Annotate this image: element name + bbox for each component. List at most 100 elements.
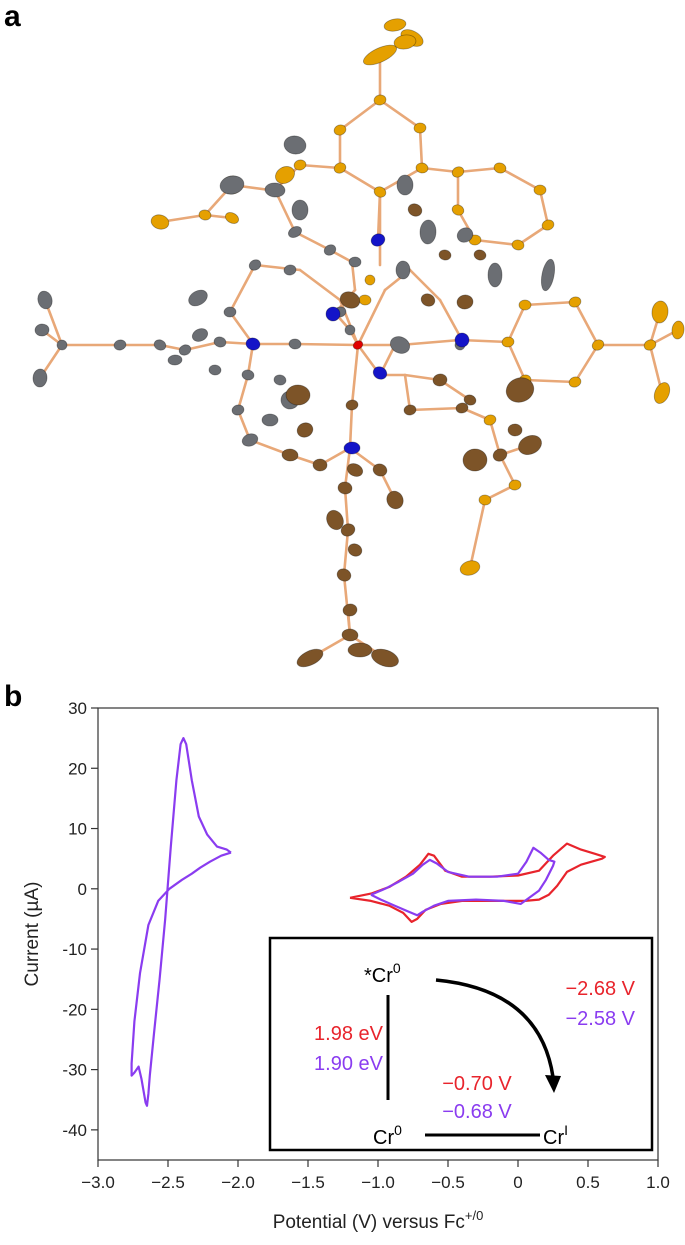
carbon-atom-grey [264, 182, 286, 198]
carbon-atom-grey [396, 174, 414, 196]
carbon-atom-brown [281, 448, 299, 462]
x-tick-label: −2.0 [221, 1173, 255, 1192]
carbon-atom-grey [248, 259, 262, 271]
bond [298, 268, 342, 302]
carbon-atom-brown [407, 203, 423, 217]
carbon-atom-brown [371, 648, 399, 668]
bond [456, 166, 502, 174]
carbon-atom-gold [373, 186, 387, 198]
excited-cr0-label: *Cr0 [364, 960, 401, 987]
bond [350, 260, 357, 292]
crystal-bonds [38, 53, 680, 660]
carbon-atom-brown [420, 293, 436, 307]
bond [403, 373, 412, 412]
carbon-atom-gold [415, 162, 429, 174]
y-tick-label: 20 [68, 759, 87, 778]
carbon-atom-brown [326, 509, 344, 531]
bond [343, 486, 350, 532]
carbon-atom-grey [213, 336, 227, 348]
quench-arrow [435, 978, 555, 1078]
x-tick-label: 0 [513, 1173, 522, 1192]
y-axis-ticks: 30 20 10 0 -10 -20 -30 -40 [62, 699, 98, 1140]
carbon-atom-brown [285, 384, 311, 406]
carbon-atom-brown [337, 481, 353, 495]
carbon-atom-brown [342, 603, 358, 617]
carbon-atom-grey [208, 364, 222, 376]
carbon-atom-gold [383, 18, 407, 32]
carbon-atom-brown [462, 448, 488, 472]
arrow-head [545, 1075, 561, 1093]
panel-a-label: a [4, 0, 21, 33]
nitrogen-atom [343, 441, 361, 455]
carbon-atom-grey [419, 219, 437, 245]
energy-inset: *Cr0 Cr0 CrI 1.98 eV 1.90 eV −2.68 V −2.… [268, 936, 654, 1152]
y-tick-label: 0 [78, 880, 87, 899]
carbon-atom-grey [487, 262, 503, 288]
carbon-atom-gold [533, 184, 547, 196]
bond [506, 303, 527, 344]
carbon-atom-grey [283, 135, 307, 155]
carbon-atom-brown [432, 373, 448, 387]
carbon-atom-gold [511, 239, 525, 251]
y-axis-title: Current (µA) [22, 882, 43, 987]
carbon-atom-gold [643, 339, 657, 351]
y-tick-label: 10 [68, 820, 87, 839]
carbon-atom-grey [344, 324, 356, 336]
chromium-atom [352, 340, 364, 350]
ground-pot-red-label: −0.70 V [442, 1073, 512, 1095]
carbon-atom-gold [275, 166, 295, 184]
ground-cr0-label: Cr0 [373, 1122, 402, 1149]
carbon-atom-brown [403, 404, 417, 416]
carbon-atom-gold [293, 159, 307, 171]
y-tick-label: -10 [62, 940, 87, 959]
bond [420, 166, 460, 174]
carbon-atom-brown [456, 294, 474, 310]
carbon-atom-grey [323, 244, 337, 256]
cv-series [130, 737, 606, 1107]
panel-b-label: b [4, 680, 23, 713]
bond [498, 166, 542, 192]
cv-trace-1 [349, 842, 606, 923]
carbon-atom-grey [288, 338, 302, 350]
carbon-atom-grey [56, 339, 68, 351]
bond [338, 166, 382, 194]
carbon-atom-grey [32, 368, 48, 388]
x-tick-label: −3.0 [81, 1173, 115, 1192]
carbon-atom-gold [493, 162, 507, 174]
carbon-atom-gold [541, 219, 555, 231]
carbon-atom-grey [113, 339, 127, 351]
carbon-atom-grey [34, 323, 50, 337]
carbon-atom-gold [508, 479, 522, 491]
carbon-atom-gold [568, 376, 582, 388]
cv-trace-0 [130, 737, 232, 1107]
carbon-atom-grey [219, 175, 245, 195]
carbon-atom-grey [153, 339, 167, 351]
y-tick-label: -20 [62, 1000, 87, 1019]
nitrogen-atom [370, 233, 386, 247]
x-tick-label: 0.5 [576, 1173, 600, 1192]
carbon-atom-grey [188, 289, 208, 307]
y-tick-label: 30 [68, 699, 87, 718]
x-tick-label: −2.5 [151, 1173, 185, 1192]
gap-red-label: 1.98 eV [314, 1023, 384, 1045]
bond [338, 98, 382, 132]
bond [538, 188, 550, 227]
carbon-atom-brown [296, 422, 314, 438]
bond [183, 340, 222, 352]
bond [293, 230, 332, 252]
bond [523, 300, 577, 307]
carbon-atom-brown [341, 628, 359, 642]
carbon-atom-brown [386, 490, 404, 510]
crystal-structure [32, 18, 685, 668]
bond [418, 126, 424, 170]
nitrogen-atom [245, 337, 261, 351]
y-tick-label: -30 [62, 1061, 87, 1080]
carbon-atom-gold [518, 299, 532, 311]
carbon-atom-gold [501, 336, 515, 348]
bond [356, 288, 387, 347]
carbon-atom-gold [451, 204, 465, 216]
x-tick-label: −1.5 [291, 1173, 325, 1192]
cv-trace-2 [370, 846, 556, 917]
bond [506, 340, 527, 382]
carbon-atom-gold [373, 94, 387, 106]
